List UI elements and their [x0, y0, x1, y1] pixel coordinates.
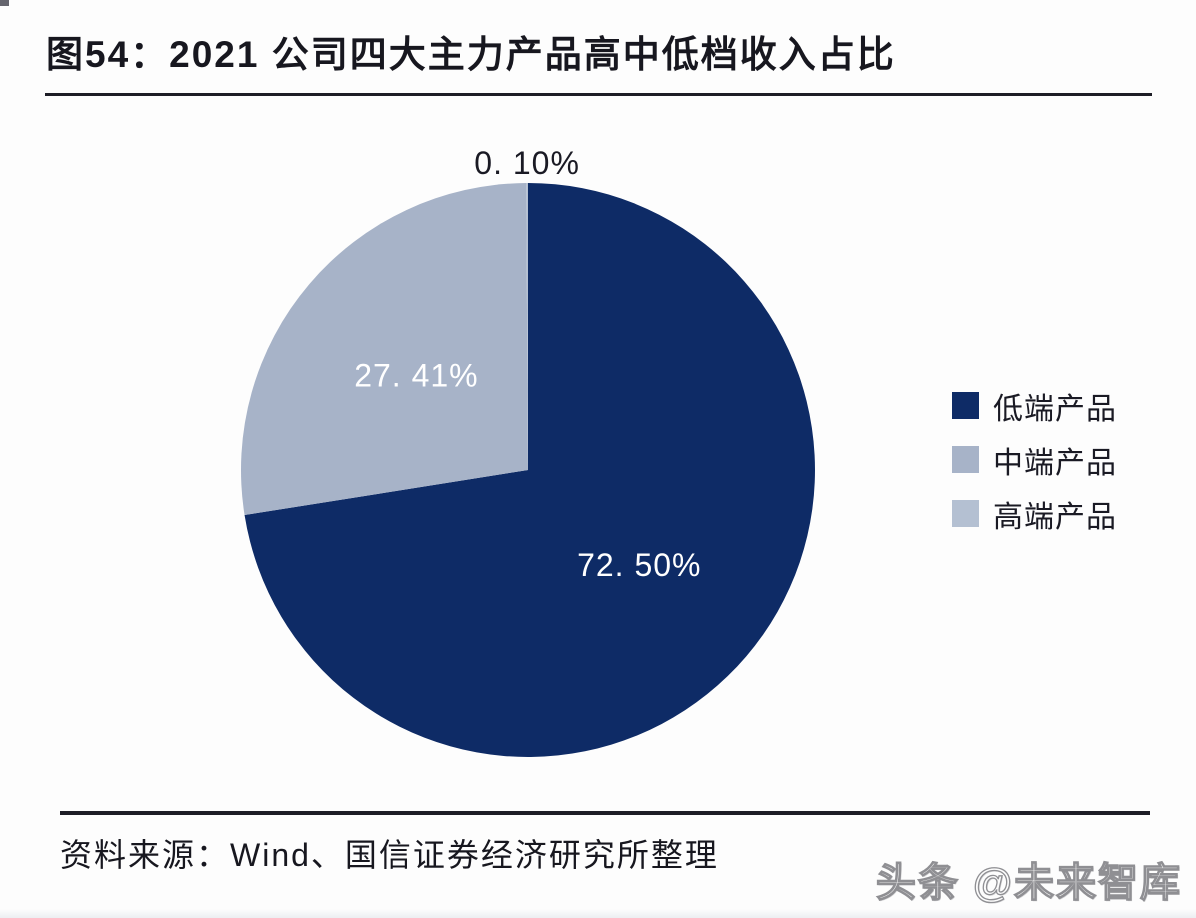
pie-label-中端产品: 27. 41%	[354, 357, 478, 393]
pie-chart: 72. 50% 27. 41% 0. 10% 低端产品中端产品高端产品	[0, 110, 1196, 800]
pie-slice-高端产品	[526, 183, 528, 470]
legend-label: 低端产品	[993, 392, 1117, 426]
corner-artifact	[0, 0, 9, 6]
legend-swatch-icon	[952, 392, 979, 419]
source-divider	[60, 811, 1150, 815]
legend-swatch-icon	[952, 500, 979, 527]
pie-slice-中端产品	[240, 183, 528, 516]
pie-chart-canvas: 72. 50% 27. 41% 0. 10%	[240, 145, 815, 758]
chart-legend: 低端产品中端产品高端产品	[952, 392, 1117, 554]
title-divider	[45, 93, 1152, 96]
figure-title: 图54：2021 公司四大主力产品高中低档收入占比	[46, 34, 896, 75]
bottom-edge-artifact	[0, 909, 1196, 918]
pie-label-高端产品: 0. 10%	[474, 145, 580, 181]
pie-slice-低端产品	[244, 183, 815, 758]
legend-item-低端产品: 低端产品	[952, 392, 1117, 426]
legend-item-高端产品: 高端产品	[952, 500, 1117, 534]
legend-label: 高端产品	[993, 500, 1117, 534]
pie-label-低端产品: 72. 50%	[577, 547, 701, 583]
source-note: 资料来源：Wind、国信证券经济研究所整理	[60, 837, 719, 873]
legend-item-中端产品: 中端产品	[952, 446, 1117, 480]
legend-label: 中端产品	[993, 446, 1117, 480]
legend-swatch-icon	[952, 446, 979, 473]
watermark: 头条 @未来智库	[875, 860, 1182, 905]
